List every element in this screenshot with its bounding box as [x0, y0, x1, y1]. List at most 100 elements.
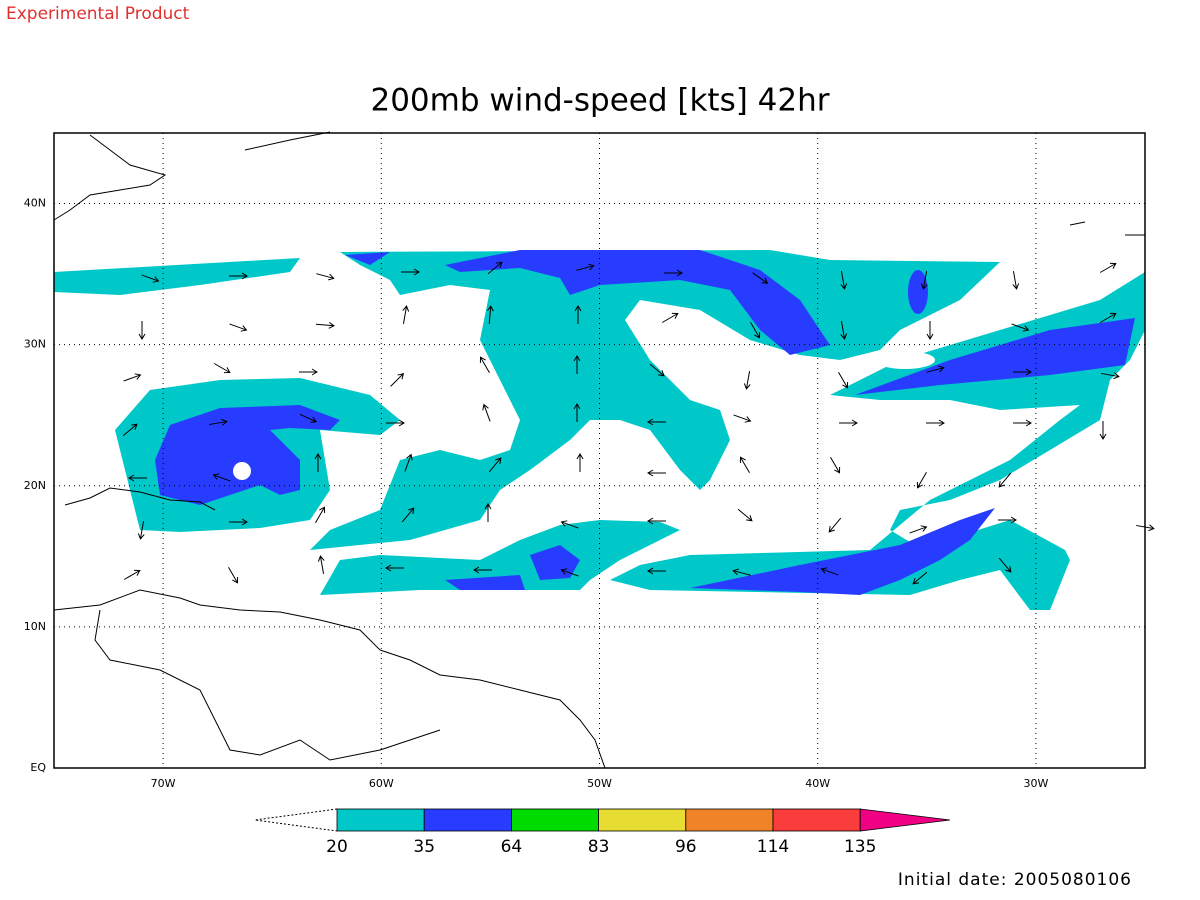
wind-arrow [830, 456, 841, 474]
wind-arrow [1101, 372, 1120, 380]
wind-arrow [123, 373, 142, 382]
wind-arrow [912, 571, 928, 585]
arrow-shape [488, 457, 502, 473]
wind-shading [54, 250, 1145, 610]
arrow-shape [401, 268, 420, 276]
wind-arrow [401, 507, 415, 523]
arrow-shape [390, 372, 405, 387]
wind-arrow [482, 403, 491, 422]
wind-arrow [576, 263, 595, 271]
wind-arrow [649, 363, 665, 377]
arrow-shape [909, 525, 928, 534]
arrow-shape [1011, 323, 1030, 332]
colorbar: 20 35 64 83 96 114 135 [254, 808, 951, 857]
colorbar-swatch [510, 808, 599, 832]
wind-arrow [820, 567, 839, 576]
wind-arrow [737, 508, 753, 522]
wind-arrow [473, 566, 492, 574]
wind-arrow [574, 305, 582, 324]
wind-arrow [315, 506, 326, 524]
arrow-shape [576, 453, 584, 472]
wind-arrow [228, 566, 239, 584]
wind-arrow [664, 269, 683, 277]
wind-arrow [479, 356, 490, 374]
arrow-shape [998, 472, 1012, 488]
x-tick-label: 50W [587, 777, 612, 790]
arrow-shape [402, 305, 410, 324]
arrow-shape [926, 365, 945, 373]
colorbar-label: 135 [844, 837, 876, 857]
wind-arrow [661, 312, 679, 323]
arrow-shape [209, 418, 228, 426]
wind-arrow [123, 569, 141, 580]
arrow-shape [213, 363, 231, 374]
wind-arrow [573, 355, 581, 374]
arrow-shape [912, 571, 928, 585]
arrow-shape [647, 567, 666, 575]
wind-arrow [486, 305, 494, 325]
arrow-shape [1012, 271, 1020, 290]
arrow-shape [141, 274, 160, 283]
wind-arrow [733, 414, 752, 423]
wind-arrow [926, 365, 945, 373]
wind-arrow [998, 516, 1017, 524]
wind-arrow [752, 272, 769, 284]
wind-arrow [128, 474, 147, 482]
arrow-shape [317, 555, 325, 574]
wind-arrow [316, 273, 335, 281]
wind-arrow [647, 567, 666, 575]
wind-arrow [573, 403, 581, 422]
wind-arrow [1013, 419, 1032, 427]
arrow-shape [737, 508, 753, 522]
arrow-shape [920, 271, 928, 290]
arrow-shape [138, 321, 146, 340]
wind-arrow [1099, 421, 1107, 440]
wind-arrow [229, 518, 248, 526]
arrow-shape [122, 423, 138, 437]
y-tick-label: 30N [24, 338, 46, 351]
wind-arrow [1099, 262, 1117, 273]
arrow-shape [473, 566, 492, 574]
arrow-shape [482, 403, 491, 422]
arrow-shape [212, 473, 231, 482]
arrow-shape [484, 503, 492, 522]
arrow-shape [926, 419, 945, 427]
colorbar-swatch [336, 808, 425, 832]
wind-arrow [739, 456, 750, 474]
arrow-shape [404, 453, 413, 472]
arrow-shape [386, 419, 405, 427]
arrow-shape [479, 356, 490, 374]
wind-arrow [137, 521, 145, 540]
wind-arrow [926, 419, 945, 427]
arrow-shape [743, 371, 751, 390]
arrow-shape [487, 261, 503, 275]
y-tick-label: 40N [24, 197, 46, 210]
wind-arrow [213, 363, 231, 374]
wind-arrow [998, 472, 1012, 488]
arrow-shape [229, 272, 248, 280]
wind-arrow [909, 525, 928, 534]
y-tick-label: 20N [24, 479, 46, 492]
colorbar-under [254, 808, 338, 832]
colorbar-label: 83 [588, 837, 610, 857]
arrow-shape [137, 521, 145, 540]
wind-arrow [229, 272, 248, 280]
x-tick-label: 60W [369, 777, 394, 790]
footer: Initial date: 2005080106 [898, 870, 1132, 890]
wind-arrow [1099, 312, 1117, 323]
arrow-shape [560, 520, 579, 529]
colorbar-swatch [423, 808, 512, 832]
wind-arrow [576, 453, 584, 472]
arrow-shape [128, 474, 147, 482]
x-tick-label: 70W [151, 777, 176, 790]
arrow-shape [573, 403, 581, 422]
colorbar-over [859, 808, 951, 832]
arrow-shape [739, 456, 750, 474]
wind-arrow [390, 372, 405, 387]
coastlines [53, 131, 1145, 769]
arrow-shape [486, 305, 494, 325]
wind-arrow [401, 268, 420, 276]
arrow-shape [123, 569, 141, 580]
wind-arrow [840, 321, 848, 340]
